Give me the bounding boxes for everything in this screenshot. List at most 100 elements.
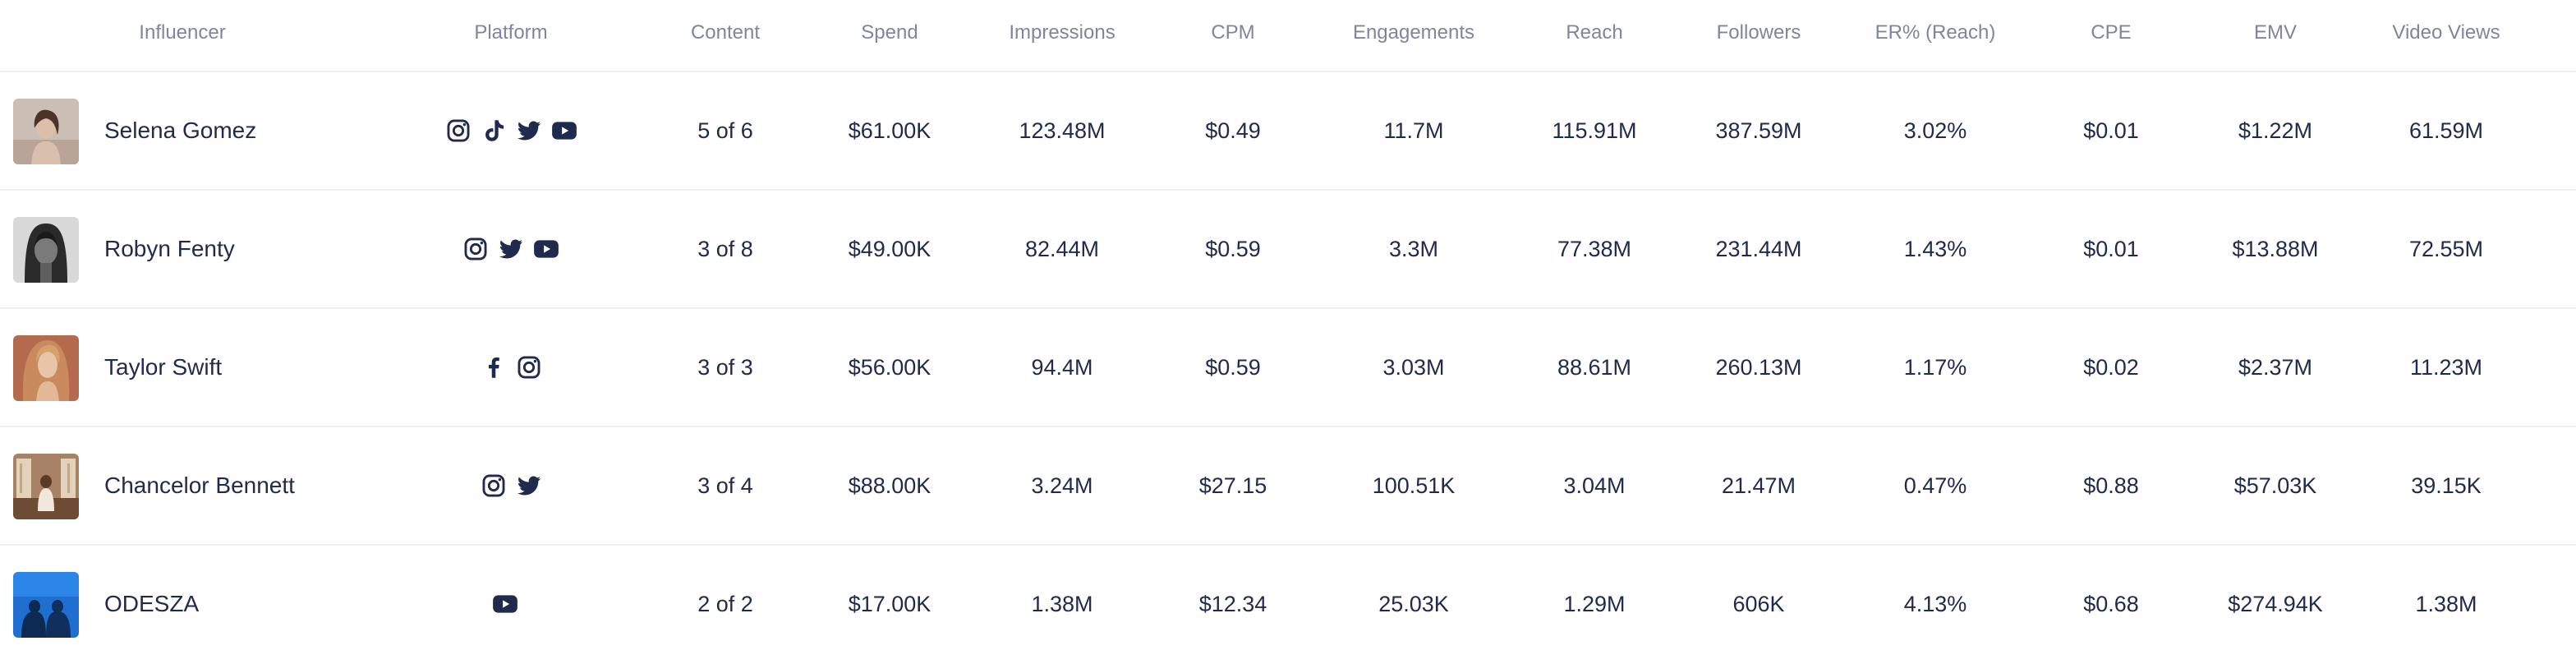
emv-cell: $57.03K (2233, 473, 2317, 498)
column-header-cpm[interactable]: CPM (1211, 21, 1255, 44)
column-header-impressions[interactable]: Impressions (1009, 21, 1116, 44)
spend-cell: $88.00K (848, 473, 932, 498)
column-header-reach[interactable]: Reach (1566, 21, 1623, 44)
emv-cell: $274.94K (2228, 592, 2323, 616)
taylor-swift-avatar[interactable] (13, 335, 79, 401)
tiktok-icon[interactable] (480, 117, 508, 145)
column-header-influencer[interactable]: Influencer (139, 21, 226, 44)
table-row[interactable]: Selena Gomez 5 of 6 $61.00K 123.48M $0.4… (0, 72, 2576, 191)
er-reach-cell: 1.43% (1903, 237, 1967, 261)
emv-cell: $2.37M (2238, 355, 2313, 380)
cpe-cell: $0.88 (2083, 473, 2139, 498)
twitter-icon[interactable] (497, 235, 525, 263)
column-header-spend[interactable]: Spend (861, 21, 918, 44)
video-views-cell: 39.15K (2411, 473, 2482, 498)
column-header-cpe[interactable]: CPE (2091, 21, 2132, 44)
table-row[interactable]: ODESZA 2 of 2 $17.00K 1.38M $12.34 25.03… (0, 546, 2576, 664)
impressions-cell: 82.44M (1024, 237, 1100, 261)
engagements-cell: 11.7M (1383, 118, 1444, 143)
engagements-cell: 100.51K (1372, 473, 1456, 498)
youtube-icon[interactable] (550, 117, 578, 145)
spend-cell: $56.00K (848, 355, 932, 380)
er-reach-cell: 1.17% (1903, 355, 1967, 380)
content-cell: 2 of 2 (697, 592, 753, 616)
influencer-name[interactable]: Robyn Fenty (104, 236, 235, 261)
platform-icons (429, 309, 593, 426)
cpm-cell: $12.34 (1198, 592, 1267, 616)
cpe-cell: $0.68 (2083, 592, 2139, 616)
influencer-name[interactable]: ODESZA (104, 591, 200, 616)
reach-cell: 115.91M (1552, 118, 1637, 143)
twitter-icon[interactable] (515, 472, 543, 500)
content-cell: 5 of 6 (697, 118, 753, 143)
followers-cell: 231.44M (1715, 237, 1802, 261)
table-row[interactable]: Taylor Swift 3 of 3 $56.00K 94.4M $0.59 … (0, 309, 2576, 427)
platform-icons (423, 546, 587, 662)
engagements-cell: 3.03M (1382, 355, 1445, 380)
influencer-name[interactable]: Taylor Swift (104, 354, 223, 380)
twitter-icon[interactable] (515, 117, 543, 145)
video-views-cell: 1.38M (2415, 592, 2477, 616)
spend-cell: $17.00K (848, 592, 932, 616)
column-header-platform[interactable]: Platform (474, 21, 548, 44)
platform-icons (429, 72, 593, 189)
robyn-fenty-avatar[interactable] (13, 217, 79, 283)
spend-cell: $61.00K (848, 118, 932, 143)
engagements-cell: 25.03K (1378, 592, 1449, 616)
youtube-icon[interactable] (532, 235, 560, 263)
cpm-cell: $0.59 (1205, 355, 1261, 380)
video-views-cell: 11.23M (2409, 355, 2483, 380)
er-reach-cell: 4.13% (1903, 592, 1967, 616)
platform-icons (429, 191, 593, 307)
video-views-cell: 72.55M (2408, 237, 2484, 261)
table-header: Influencer Platform Content Spend Impres… (0, 0, 2576, 72)
emv-cell: $13.88M (2232, 237, 2319, 261)
instagram-icon[interactable] (480, 472, 508, 500)
instagram-icon[interactable] (462, 235, 490, 263)
impressions-cell: 1.38M (1031, 592, 1093, 616)
spend-cell: $49.00K (848, 237, 932, 261)
table-row[interactable]: Robyn Fenty 3 of 8 $49.00K 82.44M $0.59 … (0, 191, 2576, 309)
followers-cell: 606K (1732, 592, 1785, 616)
column-header-er-reach[interactable]: ER% (Reach) (1874, 21, 1996, 44)
odesza-avatar[interactable] (13, 572, 79, 638)
facebook-icon[interactable] (480, 353, 508, 381)
content-cell: 3 of 3 (697, 355, 753, 380)
reach-cell: 3.04M (1563, 473, 1626, 498)
column-header-emv[interactable]: EMV (2253, 21, 2297, 44)
er-reach-cell: 3.02% (1903, 118, 1967, 143)
column-header-content[interactable]: Content (690, 21, 761, 44)
influencer-table: Influencer Platform Content Spend Impres… (0, 0, 2576, 638)
column-header-followers[interactable]: Followers (1716, 21, 1801, 44)
cpe-cell: $0.01 (2083, 118, 2139, 143)
reach-cell: 1.29M (1563, 592, 1626, 616)
impressions-cell: 94.4M (1031, 355, 1093, 380)
instagram-icon[interactable] (444, 117, 472, 145)
impressions-cell: 3.24M (1031, 473, 1093, 498)
column-header-engagements[interactable]: Engagements (1352, 21, 1475, 44)
impressions-cell: 123.48M (1019, 118, 1106, 143)
video-views-cell: 61.59M (2408, 118, 2484, 143)
followers-cell: 260.13M (1715, 355, 1802, 380)
influencer-name[interactable]: Chancelor Bennett (104, 473, 295, 498)
platform-icons (429, 427, 593, 544)
cpm-cell: $0.59 (1205, 237, 1261, 261)
engagements-cell: 3.3M (1388, 237, 1439, 261)
selena-gomez-avatar[interactable] (13, 99, 79, 164)
followers-cell: 21.47M (1721, 473, 1796, 498)
youtube-icon[interactable] (491, 590, 519, 618)
table-row[interactable]: Chancelor Bennett 3 of 4 $88.00K 3.24M $… (0, 427, 2576, 546)
content-cell: 3 of 8 (697, 237, 753, 261)
emv-cell: $1.22M (2238, 118, 2313, 143)
reach-cell: 77.38M (1557, 237, 1632, 261)
chancelor-bennett-avatar[interactable] (13, 454, 79, 519)
column-header-video-views[interactable]: Video Views (2392, 21, 2500, 44)
er-reach-cell: 0.47% (1903, 473, 1967, 498)
cpe-cell: $0.02 (2083, 355, 2139, 380)
content-cell: 3 of 4 (697, 473, 753, 498)
reach-cell: 88.61M (1557, 355, 1632, 380)
influencer-name[interactable]: Selena Gomez (104, 118, 257, 143)
cpm-cell: $0.49 (1205, 118, 1261, 143)
instagram-icon[interactable] (515, 353, 543, 381)
followers-cell: 387.59M (1715, 118, 1802, 143)
